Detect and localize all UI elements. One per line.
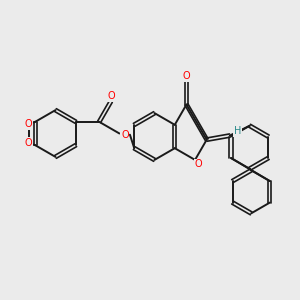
Text: O: O bbox=[108, 91, 115, 101]
Text: O: O bbox=[25, 138, 32, 148]
Text: O: O bbox=[121, 130, 129, 140]
Text: O: O bbox=[25, 119, 32, 129]
Text: H: H bbox=[234, 126, 241, 136]
Text: O: O bbox=[195, 159, 203, 170]
Text: O: O bbox=[183, 71, 190, 81]
